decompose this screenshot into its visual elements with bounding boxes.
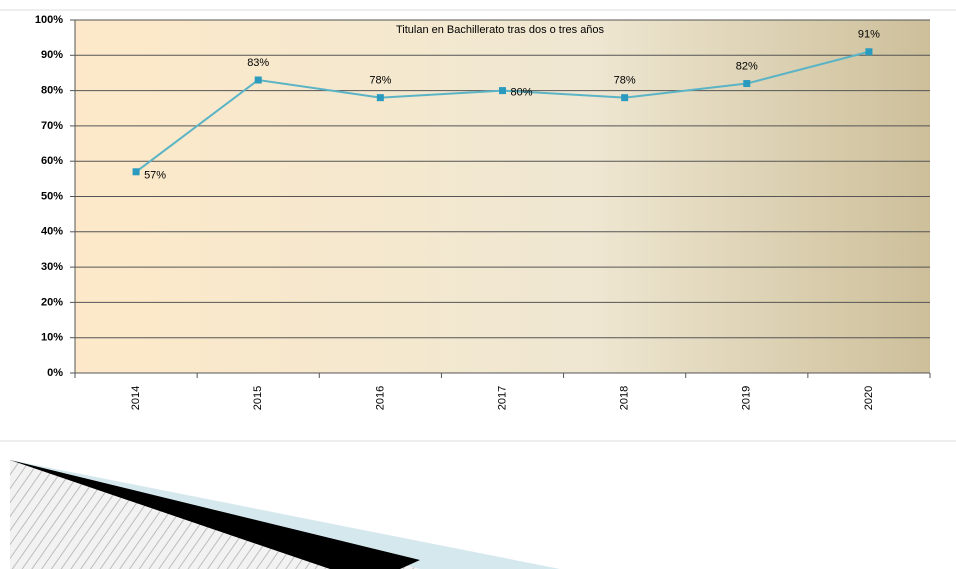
chart-title: Titulan en Bachillerato tras dos o tres …: [396, 24, 605, 36]
data-label: 78%: [614, 75, 636, 87]
data-label: 82%: [736, 60, 758, 72]
x-tick-label: 2014: [130, 386, 142, 410]
y-tick-label: 50%: [41, 190, 63, 202]
marker: [865, 48, 873, 56]
marker: [743, 80, 751, 88]
x-tick-label: 2015: [252, 386, 264, 410]
marker: [254, 76, 262, 84]
data-label: 91%: [858, 29, 880, 41]
decoration: [10, 460, 420, 569]
y-tick-label: 60%: [41, 155, 63, 167]
decoration: [10, 460, 560, 569]
data-label: 83%: [247, 57, 269, 69]
marker: [132, 168, 140, 176]
y-tick-label: 80%: [41, 85, 63, 97]
y-tick-label: 90%: [41, 49, 63, 61]
y-tick-label: 10%: [41, 332, 63, 344]
y-tick-label: 0%: [47, 367, 63, 379]
data-label: 80%: [511, 87, 533, 99]
y-tick-label: 20%: [41, 296, 63, 308]
y-tick-label: 100%: [35, 14, 63, 26]
x-tick-label: 2019: [741, 386, 753, 410]
x-tick-label: 2017: [496, 386, 508, 410]
x-tick-label: 2018: [619, 386, 631, 410]
y-tick-label: 30%: [41, 261, 63, 273]
x-tick-label: 2016: [374, 386, 386, 410]
y-tick-label: 40%: [41, 226, 63, 238]
marker: [376, 94, 384, 102]
data-label: 78%: [369, 75, 391, 87]
marker: [499, 87, 506, 95]
x-tick-label: 2020: [863, 386, 875, 410]
y-tick-label: 70%: [41, 120, 63, 132]
data-label: 57%: [144, 170, 166, 182]
marker: [621, 94, 629, 102]
